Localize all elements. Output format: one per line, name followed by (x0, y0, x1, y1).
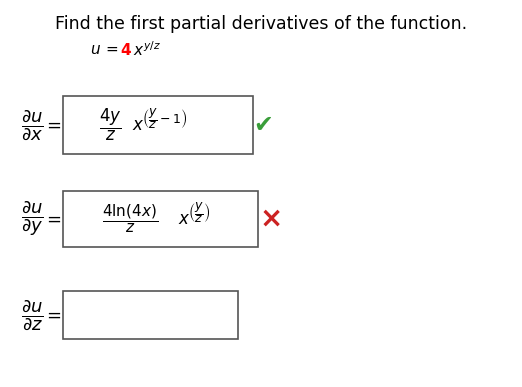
Text: $=$: $=$ (43, 306, 61, 324)
Text: $\dfrac{\partial u}{\partial z}$: $\dfrac{\partial u}{\partial z}$ (21, 298, 43, 332)
Text: $\left(\dfrac{y}{z}\right)$: $\left(\dfrac{y}{z}\right)$ (188, 200, 210, 226)
Text: $=$: $=$ (43, 210, 61, 228)
FancyBboxPatch shape (63, 191, 258, 247)
Text: $u\, =\, $: $u\, =\, $ (90, 43, 118, 58)
Text: $\dfrac{\partial u}{\partial x}$: $\dfrac{\partial u}{\partial x}$ (21, 108, 43, 142)
Text: $\dfrac{4y}{z}$: $\dfrac{4y}{z}$ (99, 107, 121, 143)
Text: $\mathbf{4}$: $\mathbf{4}$ (120, 42, 132, 58)
Text: $x^{y/z}$: $x^{y/z}$ (133, 41, 161, 59)
FancyBboxPatch shape (63, 291, 238, 339)
Text: $\dfrac{4\ln(4x)}{z}$: $\dfrac{4\ln(4x)}{z}$ (102, 203, 158, 235)
Text: ✔: ✔ (253, 113, 273, 137)
Text: $\left(\dfrac{y}{z}-1\right)$: $\left(\dfrac{y}{z}-1\right)$ (142, 106, 187, 132)
FancyBboxPatch shape (63, 96, 253, 154)
Text: $x$: $x$ (178, 210, 191, 228)
Text: $x$: $x$ (132, 116, 145, 134)
Text: $=$: $=$ (43, 116, 61, 134)
Text: Find the first partial derivatives of the function.: Find the first partial derivatives of th… (55, 15, 467, 33)
Text: $\mathbf{\times}$: $\mathbf{\times}$ (259, 205, 281, 233)
Text: $\dfrac{\partial u}{\partial y}$: $\dfrac{\partial u}{\partial y}$ (21, 200, 43, 238)
